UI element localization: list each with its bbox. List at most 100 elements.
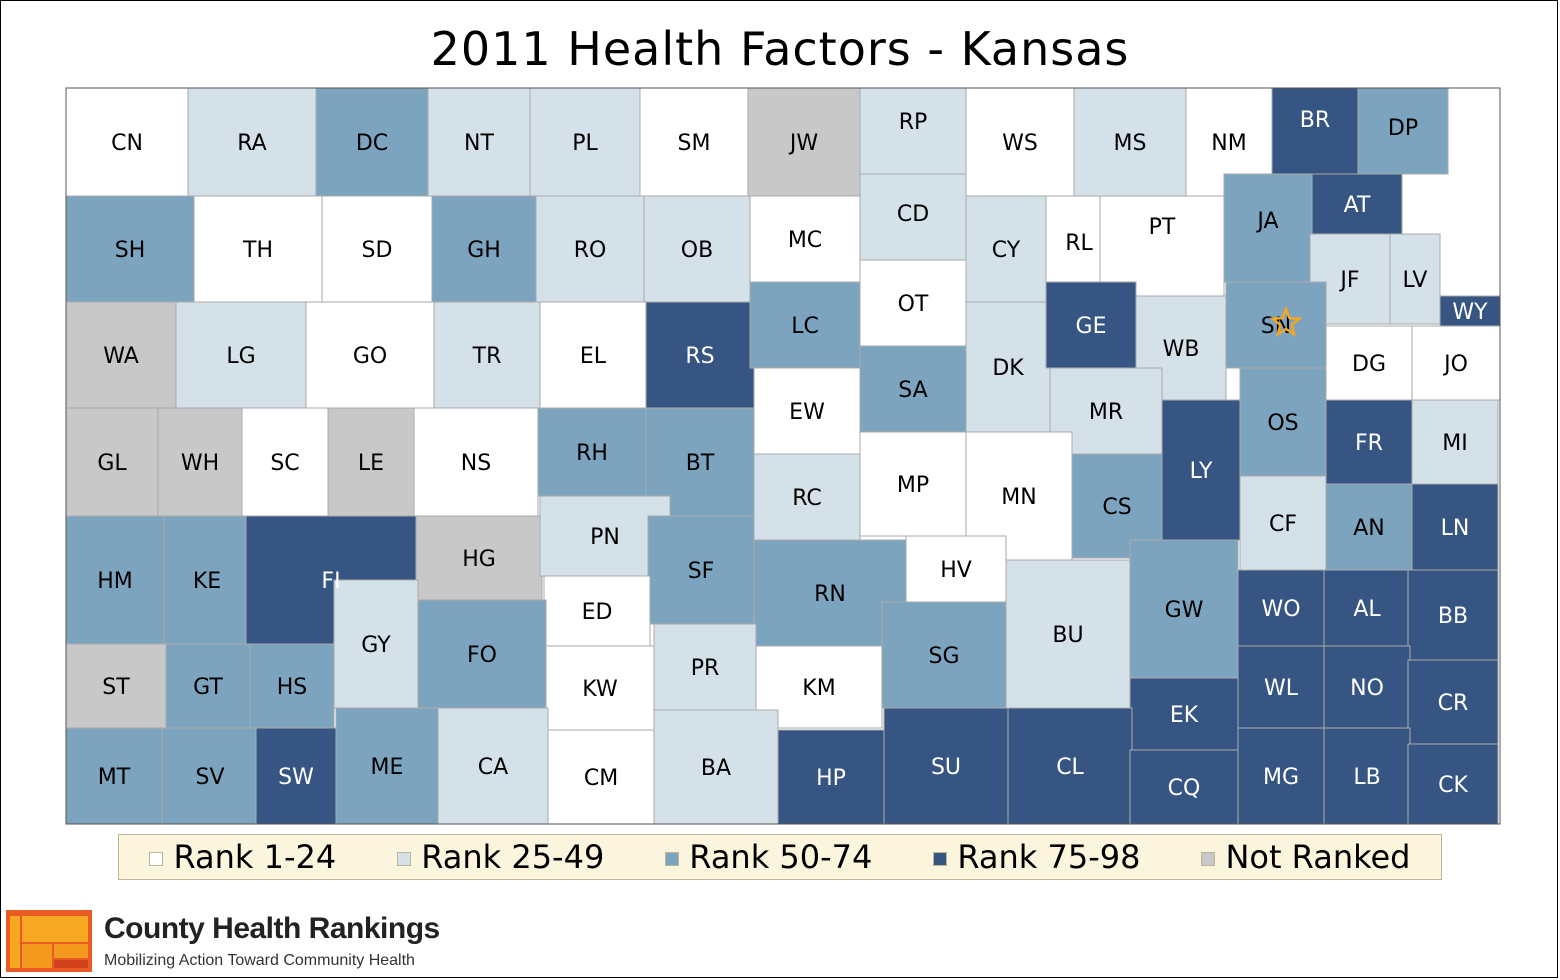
county-label-wy: WY [1452, 300, 1488, 325]
county-label-nm: NM [1211, 131, 1246, 156]
star-icon [1269, 305, 1303, 338]
county-ly [1161, 399, 1241, 541]
county-label-ed: ED [582, 600, 613, 625]
county-mg [1237, 727, 1325, 825]
county-label-mg: MG [1263, 765, 1299, 790]
county-os [1239, 367, 1327, 477]
county-label-gl: GL [97, 451, 127, 476]
county-label-wb: WB [1163, 337, 1200, 362]
county-label-ra: RA [237, 131, 266, 156]
county-label-cr: CR [1438, 691, 1469, 716]
county-health-rankings-logo-icon [6, 910, 92, 972]
county-label-os: OS [1267, 411, 1298, 436]
county-hs [249, 643, 335, 729]
county-fo [417, 599, 547, 709]
county-label-sd: SD [362, 238, 393, 263]
legend-swatch [933, 852, 948, 866]
county-mc [749, 195, 861, 283]
county-label-lg: LG [226, 344, 255, 369]
county-label-ba: BA [701, 756, 731, 781]
county-label-gt: GT [193, 675, 223, 700]
legend-swatch [149, 852, 164, 866]
legend-label: Not Ranked [1225, 838, 1411, 876]
county-label-fo: FO [467, 643, 497, 668]
county-cn [65, 87, 189, 197]
legend: Rank 1-24 Rank 25-49 Rank 50-74 Rank 75-98 N… [118, 834, 1442, 880]
county-label-wh: WH [181, 451, 219, 476]
county-rh [537, 407, 647, 497]
county-label-tr: TR [472, 344, 502, 369]
county-label-hm: HM [97, 569, 133, 594]
county-label-lv: LV [1403, 268, 1428, 293]
county-label-rl: RL [1065, 231, 1093, 256]
county-lv [1389, 233, 1441, 325]
county-wa [65, 301, 177, 409]
county-label-at: AT [1344, 193, 1371, 218]
county-ek [1129, 677, 1239, 751]
county-label-pn: PN [590, 525, 620, 550]
county-label-sv: SV [195, 765, 224, 790]
county-label-le: LE [358, 451, 384, 476]
county-ge [1045, 281, 1137, 369]
county-label-gh: GH [467, 238, 501, 263]
county-label-sh: SH [115, 238, 146, 263]
county-wh [157, 407, 243, 517]
county-fr [1325, 399, 1413, 485]
county-label-ew: EW [789, 400, 825, 425]
county-label-mi: MI [1442, 431, 1467, 456]
county-rs [645, 301, 755, 409]
county-label-ln: LN [1441, 516, 1470, 541]
county-label-sg: SG [928, 644, 959, 669]
county-ws [965, 87, 1075, 197]
county-cq [1129, 749, 1239, 825]
county-ns [413, 407, 539, 517]
county-label-an: AN [1353, 516, 1385, 541]
county-label-wl: WL [1264, 676, 1299, 701]
county-label-lc: LC [791, 314, 819, 339]
county-pt [1099, 195, 1225, 297]
county-cl [1007, 707, 1133, 825]
county-mp [859, 431, 967, 537]
county-label-sw: SW [278, 765, 314, 790]
county-cd [859, 173, 967, 261]
county-label-jo: JO [1442, 352, 1468, 377]
county-hm [65, 515, 165, 645]
county-label-sm: SM [678, 131, 711, 156]
legend-label: Rank 75-98 [957, 838, 1141, 876]
county-label-ms: MS [1114, 131, 1147, 156]
county-no [1323, 645, 1411, 729]
county-label-bt: BT [686, 451, 715, 476]
county-label-hg: HG [462, 547, 496, 572]
county-label-bb: BB [1438, 604, 1468, 629]
county-label-cf: CF [1269, 512, 1297, 537]
county-label-mr: MR [1089, 400, 1123, 425]
county-sc [241, 407, 329, 517]
county-gl [65, 407, 159, 517]
county-label-rc: RC [792, 486, 822, 511]
county-sg [881, 601, 1007, 709]
county-label-ca: CA [478, 755, 508, 780]
county-label-ot: OT [898, 292, 929, 317]
brand-footer: County Health Rankings Mobilizing Action… [6, 908, 466, 974]
county-label-su: SU [931, 755, 961, 780]
state-border [65, 87, 1501, 825]
county-sf [647, 515, 755, 625]
legend-label: Rank 1-24 [173, 838, 337, 876]
county-kw [545, 645, 655, 731]
county-layer [65, 87, 1501, 825]
county-le [327, 407, 415, 517]
county-label-go: GO [353, 344, 387, 369]
county-label-cd: CD [897, 202, 929, 227]
county-label-sa: SA [898, 378, 927, 403]
county-label-th: TH [242, 238, 273, 263]
county-label-hv: HV [940, 558, 972, 583]
county-th [193, 195, 323, 303]
county-label-dp: DP [1388, 116, 1418, 141]
legend-item: Not Ranked [1201, 838, 1410, 876]
county-lc [749, 281, 861, 369]
county-ca [437, 707, 549, 825]
county-al [1323, 569, 1411, 647]
county-label-cs: CS [1102, 495, 1131, 520]
county-el [539, 301, 647, 409]
